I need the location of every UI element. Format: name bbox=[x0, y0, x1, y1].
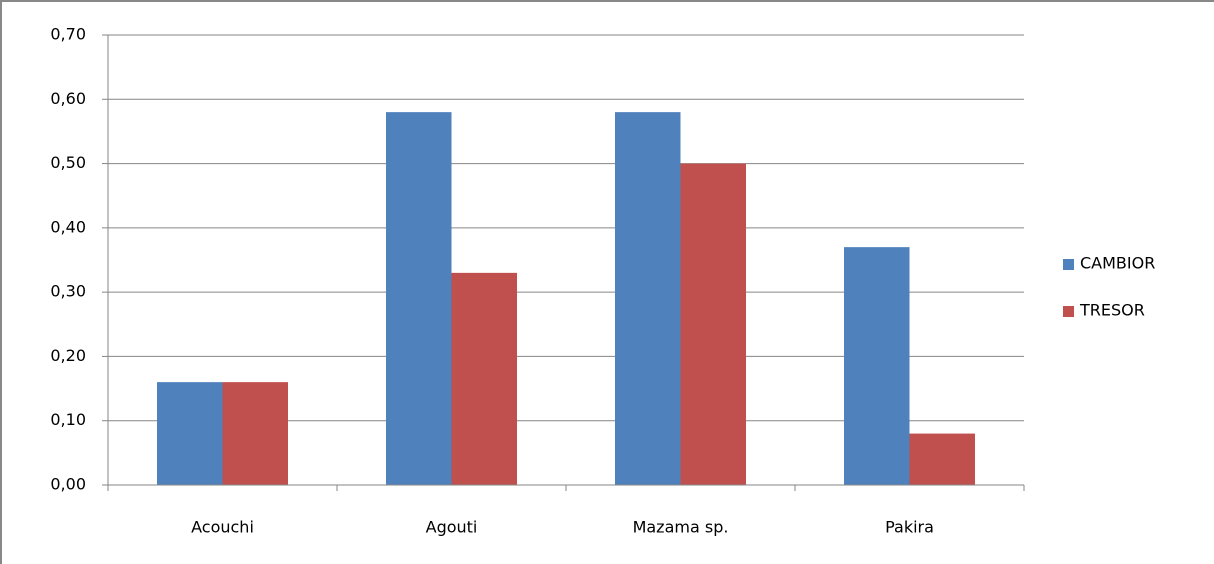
bar bbox=[615, 112, 681, 486]
bar bbox=[844, 247, 910, 485]
legend-swatch bbox=[1063, 306, 1074, 317]
x-tick-label: Pakira bbox=[885, 518, 934, 537]
y-tick-label: 0,70 bbox=[50, 25, 86, 44]
y-tick-label: 0,20 bbox=[50, 346, 86, 365]
bar bbox=[451, 272, 517, 485]
y-tick-label: 0,30 bbox=[50, 282, 86, 301]
x-tick-label: Acouchi bbox=[191, 518, 254, 537]
bar bbox=[386, 112, 452, 486]
bar bbox=[680, 163, 746, 486]
legend-label: TRESOR bbox=[1079, 301, 1145, 320]
y-tick-label: 0,40 bbox=[50, 217, 86, 236]
y-tick-label: 0,60 bbox=[50, 89, 86, 108]
y-tick-label: 0,50 bbox=[50, 153, 86, 172]
y-tick-label: 0,00 bbox=[50, 475, 86, 494]
bar bbox=[222, 382, 288, 485]
bar bbox=[909, 433, 975, 485]
x-tick-label: Agouti bbox=[426, 518, 478, 537]
legend-label: CAMBIOR bbox=[1080, 254, 1155, 273]
x-tick-label: Mazama sp. bbox=[633, 518, 729, 537]
legend-swatch bbox=[1063, 259, 1074, 270]
y-tick-label: 0,10 bbox=[50, 410, 86, 429]
bar bbox=[157, 382, 223, 485]
